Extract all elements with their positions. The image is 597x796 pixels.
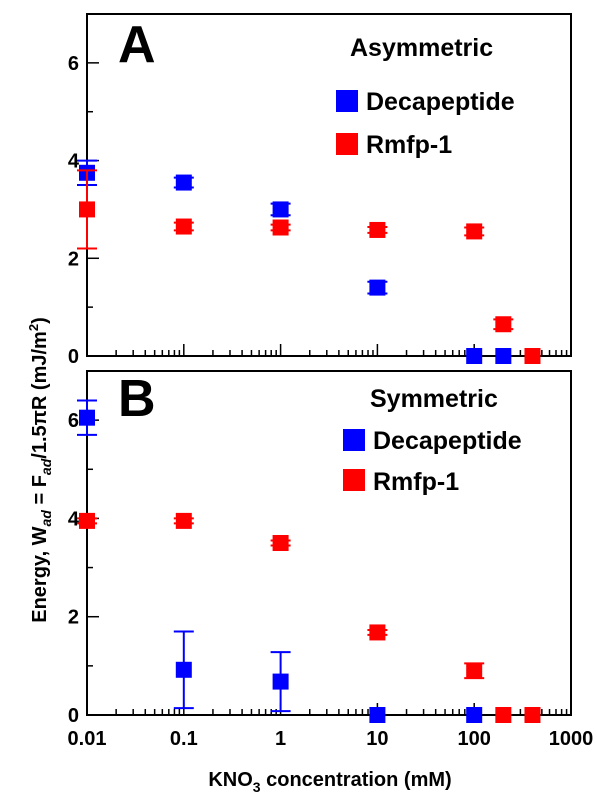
decapeptide-point: [369, 707, 386, 723]
rmfp1-point: [272, 535, 289, 551]
legend-a-rmfp1-label: Rmfp-1: [366, 131, 452, 159]
y-tick-label: 6: [68, 53, 79, 75]
panel-a-frame: [86, 13, 572, 357]
rmfp1-point: [466, 662, 483, 679]
panel-b-legend: Decapeptide Rmfp-1: [343, 427, 522, 496]
rmfp1-point: [495, 316, 512, 333]
panel-b-y-tick-labels: 0 2 4 6: [68, 410, 80, 727]
panel-b-frame: [86, 370, 572, 716]
decapeptide-point: [175, 661, 192, 678]
decapeptide-point: [175, 174, 192, 191]
y-tick-label: 4: [68, 508, 80, 530]
y-tick-label: 0: [68, 346, 79, 368]
rmfp1-point: [524, 707, 541, 723]
y-tick-label: 6: [68, 410, 79, 432]
panel-b-marks: [77, 399, 541, 723]
rmfp1-point: [175, 512, 192, 529]
rmfp1-point: [175, 218, 192, 235]
rmfp1-point: [369, 221, 386, 238]
rmfp1-point: [369, 624, 386, 641]
rmfp1-point: [466, 223, 483, 240]
decapeptide-point: [466, 707, 483, 723]
legend-b-rmfp1-label: Rmfp-1: [373, 468, 459, 496]
legend-a-decapeptide-swatch: [336, 90, 358, 112]
panel-a-title: Asymmetric: [350, 34, 493, 62]
decapeptide-point: [79, 409, 95, 426]
rmfp1-point: [495, 707, 512, 723]
rmfp1-point: [272, 219, 289, 236]
rmfp1-point: [79, 512, 95, 529]
decapeptide-point: [272, 201, 289, 218]
panel-a-ticks: [86, 13, 572, 357]
y-tick-label: 2: [68, 248, 79, 270]
panel-b: B Symmetric 0 2 4 6 0.01 0.1 1 10 100 1000 Decap…: [68, 370, 594, 750]
y-axis-title: Energy, Wad = Fad/1.5πR (mJ/m2): [26, 317, 54, 623]
x-tick-label: 1000: [549, 728, 594, 750]
panel-b-ticks: [86, 370, 572, 716]
legend-b-rmfp1-swatch: [343, 469, 365, 491]
decapeptide-point: [495, 348, 512, 364]
panel-a: A Asymmetric 0 2 4 6 Decapeptide Rmfp-1: [68, 13, 572, 368]
panel-b-x-tick-labels: 0.01 0.1 1 10 100 1000: [68, 728, 594, 750]
rmfp1-point: [524, 348, 541, 364]
panel-a-letter: A: [118, 16, 156, 74]
x-tick-label: 10: [366, 728, 388, 750]
x-tick-label: 0.1: [170, 728, 198, 750]
x-axis-title: KNO3 concentration (mM): [208, 769, 451, 795]
legend-a-rmfp1-swatch: [336, 133, 358, 155]
panel-a-y-tick-labels: 0 2 4 6: [68, 53, 80, 368]
y-tick-label: 2: [68, 607, 79, 629]
decapeptide-point: [369, 279, 386, 296]
x-tick-label: 100: [458, 728, 491, 750]
panel-a-legend: Decapeptide Rmfp-1: [336, 88, 515, 159]
rmfp1-point: [79, 201, 95, 218]
y-tick-label: 0: [68, 705, 79, 727]
decapeptide-point: [466, 348, 483, 364]
decapeptide-point: [272, 673, 289, 690]
panel-b-letter: B: [118, 370, 156, 428]
x-tick-label: 1: [275, 728, 286, 750]
legend-a-decapeptide-label: Decapeptide: [366, 88, 515, 116]
panel-b-title: Symmetric: [370, 385, 498, 413]
legend-b-decapeptide-swatch: [343, 429, 365, 451]
legend-b-decapeptide-label: Decapeptide: [373, 427, 522, 455]
x-tick-label: 0.01: [68, 728, 107, 750]
y-tick-label: 4: [68, 151, 80, 173]
panel-a-marks: [77, 159, 541, 364]
